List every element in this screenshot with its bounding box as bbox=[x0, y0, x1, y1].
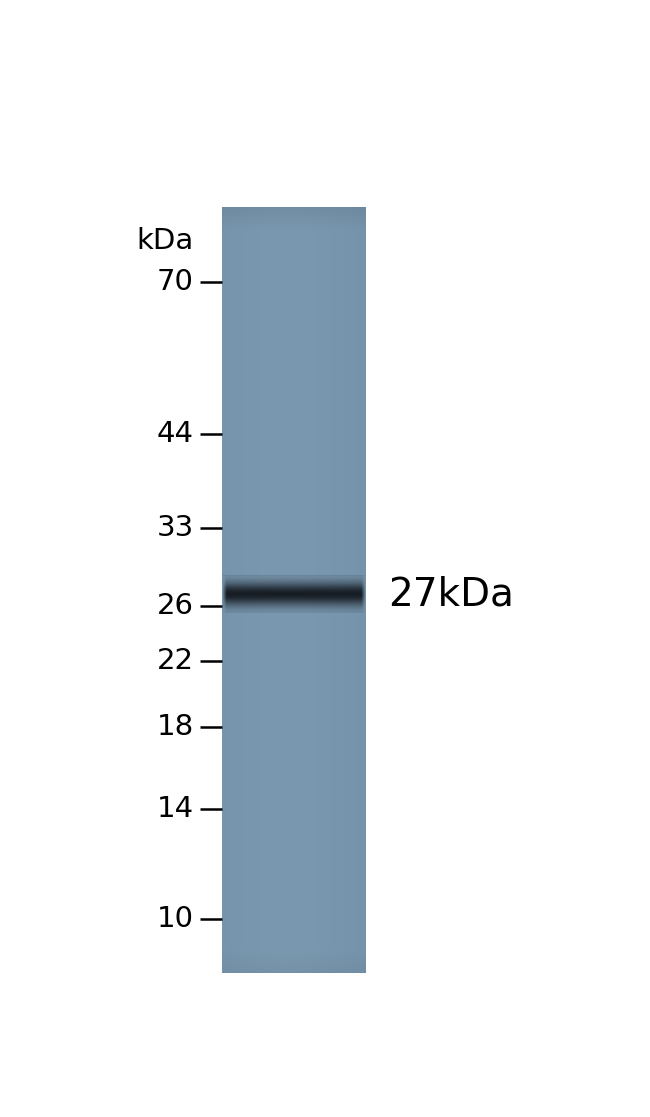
Text: 10: 10 bbox=[157, 906, 194, 934]
Text: 18: 18 bbox=[157, 713, 194, 741]
Text: 33: 33 bbox=[157, 515, 194, 543]
Text: 27kDa: 27kDa bbox=[389, 575, 514, 613]
Text: 44: 44 bbox=[157, 420, 194, 448]
Text: kDa: kDa bbox=[136, 227, 194, 255]
Text: 22: 22 bbox=[157, 647, 194, 675]
Text: 14: 14 bbox=[157, 795, 194, 823]
Text: 70: 70 bbox=[157, 268, 194, 296]
Text: 26: 26 bbox=[157, 592, 194, 620]
